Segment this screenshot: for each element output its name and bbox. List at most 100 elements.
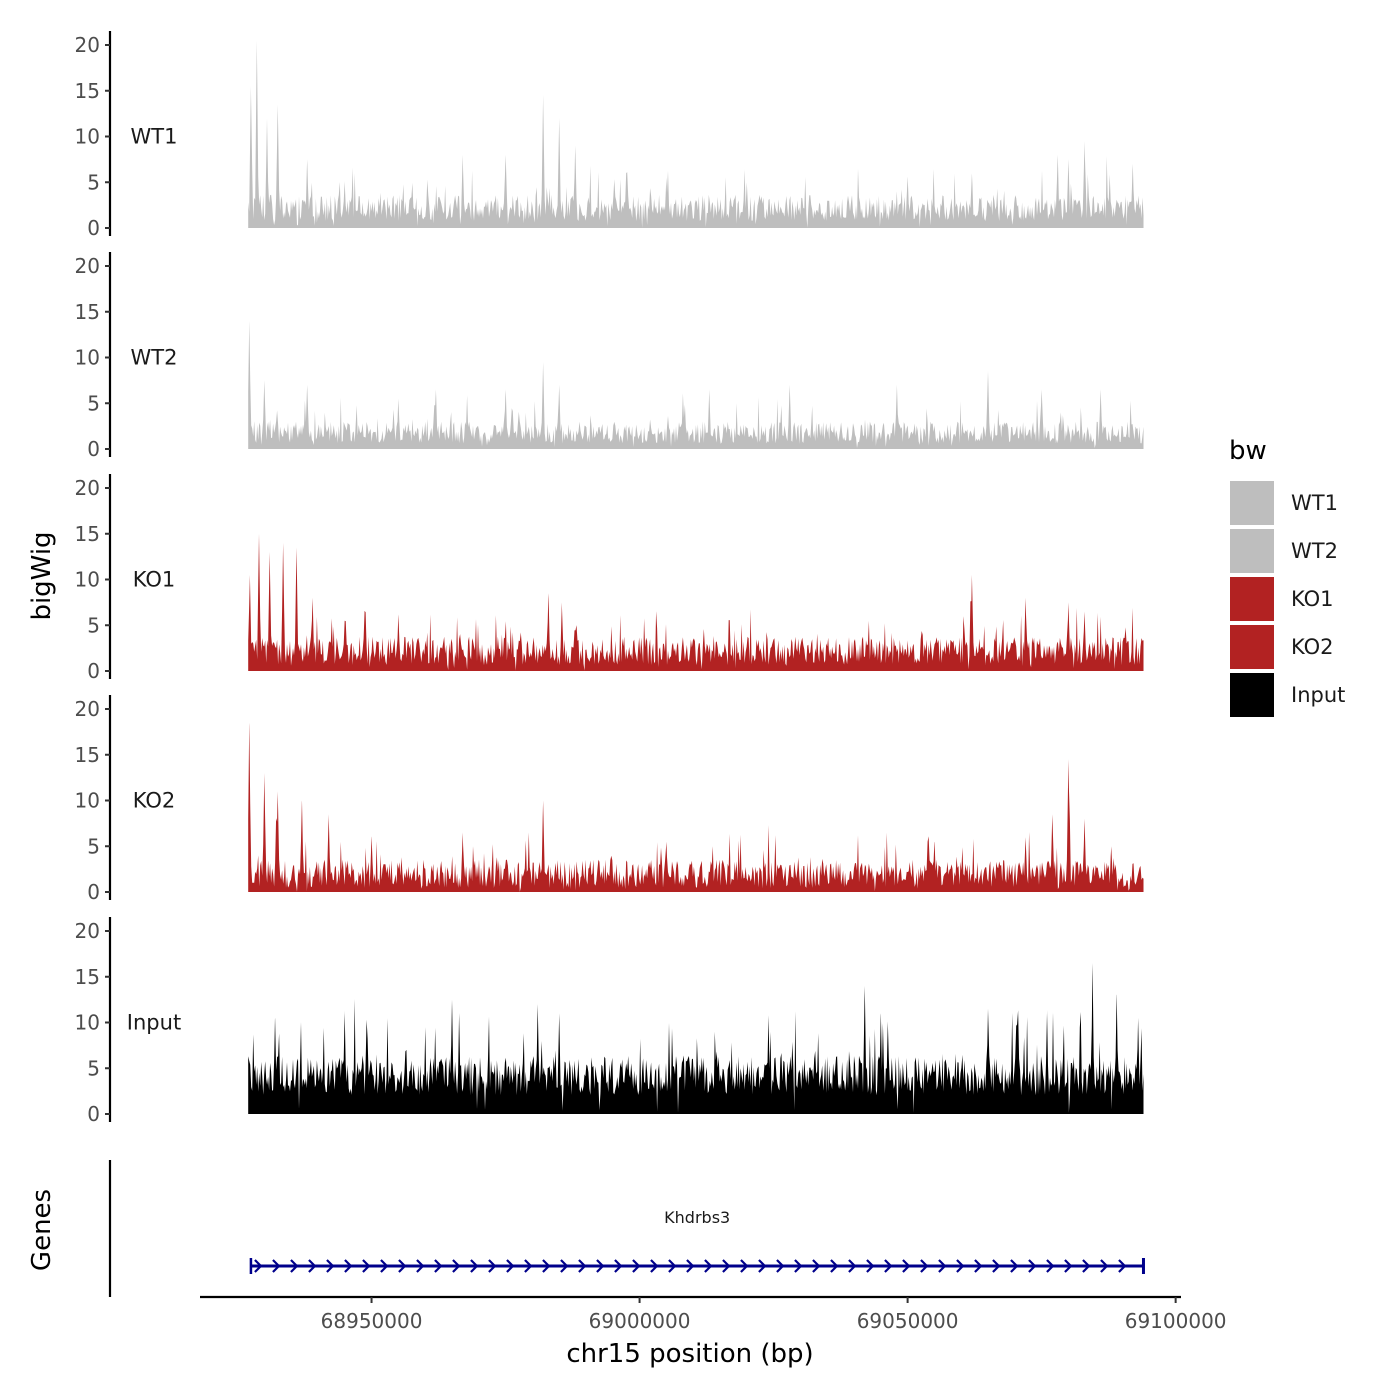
y-tick-label: 15 (75, 522, 100, 546)
y-axis-title: bigWig (27, 531, 57, 620)
y-tick-label: 20 (75, 33, 100, 57)
y-tick-label: 15 (75, 965, 100, 989)
legend: bw WT1 WT2 KO1 KO2 Input (1228, 436, 1345, 719)
y-tick-label: 20 (75, 697, 100, 721)
strand-arrow (434, 1259, 443, 1273)
coverage-area-wt1 (248, 40, 1144, 229)
strand-arrow (776, 1259, 785, 1273)
strand-arrow (830, 1259, 839, 1273)
legend-item-wt1: WT1 (1228, 479, 1338, 527)
strand-arrow (920, 1259, 929, 1273)
x-tick-label: 69050000 (857, 1309, 959, 1333)
strand-arrow (272, 1259, 281, 1273)
strand-arrow (398, 1259, 407, 1273)
legend-item-ko1: KO1 (1228, 575, 1334, 623)
y-tick-label: 10 (75, 568, 100, 592)
strand-arrow (632, 1259, 641, 1273)
strand-arrow (740, 1259, 749, 1273)
gene-khdrbs3: Khdrbs3 (249, 1208, 1145, 1274)
legend-swatch (1228, 527, 1276, 575)
y-tick-label: 0 (87, 437, 100, 461)
legend-item-input: Input (1228, 671, 1345, 719)
strand-arrow (524, 1259, 533, 1273)
strand-arrow (1028, 1259, 1037, 1273)
track-panels: 0 5 10 15 20 WT1 0 5 10 15 20 WT2 0 5 10 15 20 KO1 0 5 10 15 2… (75, 31, 1144, 1126)
track-label: WT1 (131, 125, 178, 149)
strand-arrow (362, 1259, 371, 1273)
strand-arrow (650, 1259, 659, 1273)
y-tick-label: 0 (87, 1102, 100, 1126)
track-label: KO1 (133, 568, 176, 592)
genes-panel: Khdrbs3 (108, 1160, 1145, 1297)
strand-arrow (1118, 1259, 1127, 1273)
coverage-area-ko1 (248, 533, 1144, 671)
legend-label: Input (1291, 683, 1345, 707)
gene-label: Khdrbs3 (664, 1208, 730, 1227)
y-tick-label: 0 (87, 216, 100, 240)
track-input: 0 5 10 15 20 Input (75, 917, 1144, 1126)
strand-arrow (938, 1259, 947, 1273)
strand-arrow (614, 1259, 623, 1273)
y-tick-label: 5 (87, 391, 100, 415)
track-ko2: 0 5 10 15 20 KO2 (75, 695, 1144, 904)
y-tick-label: 10 (75, 125, 100, 149)
legend-swatch (1228, 575, 1276, 623)
legend-label: WT1 (1291, 491, 1338, 515)
y-tick-label: 10 (75, 346, 100, 370)
strand-arrow (254, 1259, 263, 1273)
genes-axis-title: Genes (27, 1189, 57, 1271)
track-label: WT2 (131, 346, 178, 370)
y-tick-label: 15 (75, 300, 100, 324)
track-label: Input (127, 1011, 181, 1035)
legend-label: KO1 (1291, 587, 1334, 611)
strand-arrow (974, 1259, 983, 1273)
strand-arrow (758, 1259, 767, 1273)
legend-label: KO2 (1291, 635, 1334, 659)
legend-label: WT2 (1291, 539, 1338, 563)
legend-item-wt2: WT2 (1228, 527, 1338, 575)
y-tick-label: 10 (75, 1011, 100, 1035)
y-tick-label: 5 (87, 613, 100, 637)
strand-arrow (866, 1259, 875, 1273)
strand-arrow (1082, 1259, 1091, 1273)
strand-arrow (794, 1259, 803, 1273)
strand-arrow (470, 1259, 479, 1273)
strand-arrow (308, 1259, 317, 1273)
legend-item-ko2: KO2 (1228, 623, 1334, 671)
strand-arrow (848, 1259, 857, 1273)
strand-arrow (1100, 1259, 1109, 1273)
strand-arrow (884, 1259, 893, 1273)
x-tick-label: 69100000 (1125, 1309, 1227, 1333)
strand-arrow (290, 1259, 299, 1273)
coverage-area-wt2 (248, 320, 1144, 449)
track-wt1: 0 5 10 15 20 WT1 (75, 31, 1144, 240)
y-tick-label: 0 (87, 880, 100, 904)
strand-arrow (578, 1259, 587, 1273)
strand-arrow (506, 1259, 515, 1273)
strand-arrow (956, 1259, 965, 1273)
y-tick-label: 5 (87, 834, 100, 858)
strand-arrow (416, 1259, 425, 1273)
strand-arrow (686, 1259, 695, 1273)
strand-arrow (452, 1259, 461, 1273)
strand-arrow (812, 1259, 821, 1273)
strand-arrow (344, 1259, 353, 1273)
x-tick-label: 69000000 (589, 1309, 691, 1333)
strand-arrow (902, 1259, 911, 1273)
x-axis: 68950000 69000000 69050000 69100000 (200, 1295, 1227, 1333)
strand-arrow (326, 1259, 335, 1273)
coverage-area-input (248, 963, 1144, 1114)
strand-arrow (1010, 1259, 1019, 1273)
strand-arrow (1046, 1259, 1055, 1273)
legend-swatch (1228, 671, 1276, 719)
legend-swatch (1228, 623, 1276, 671)
strand-arrow (1064, 1259, 1073, 1273)
strand-arrow (668, 1259, 677, 1273)
y-tick-label: 20 (75, 919, 100, 943)
x-axis-title: chr15 position (bp) (566, 1339, 813, 1369)
x-tick-label: 68950000 (321, 1309, 423, 1333)
strand-arrow (704, 1259, 713, 1273)
strand-arrow (488, 1259, 497, 1273)
coverage-area-ko2 (248, 722, 1144, 892)
